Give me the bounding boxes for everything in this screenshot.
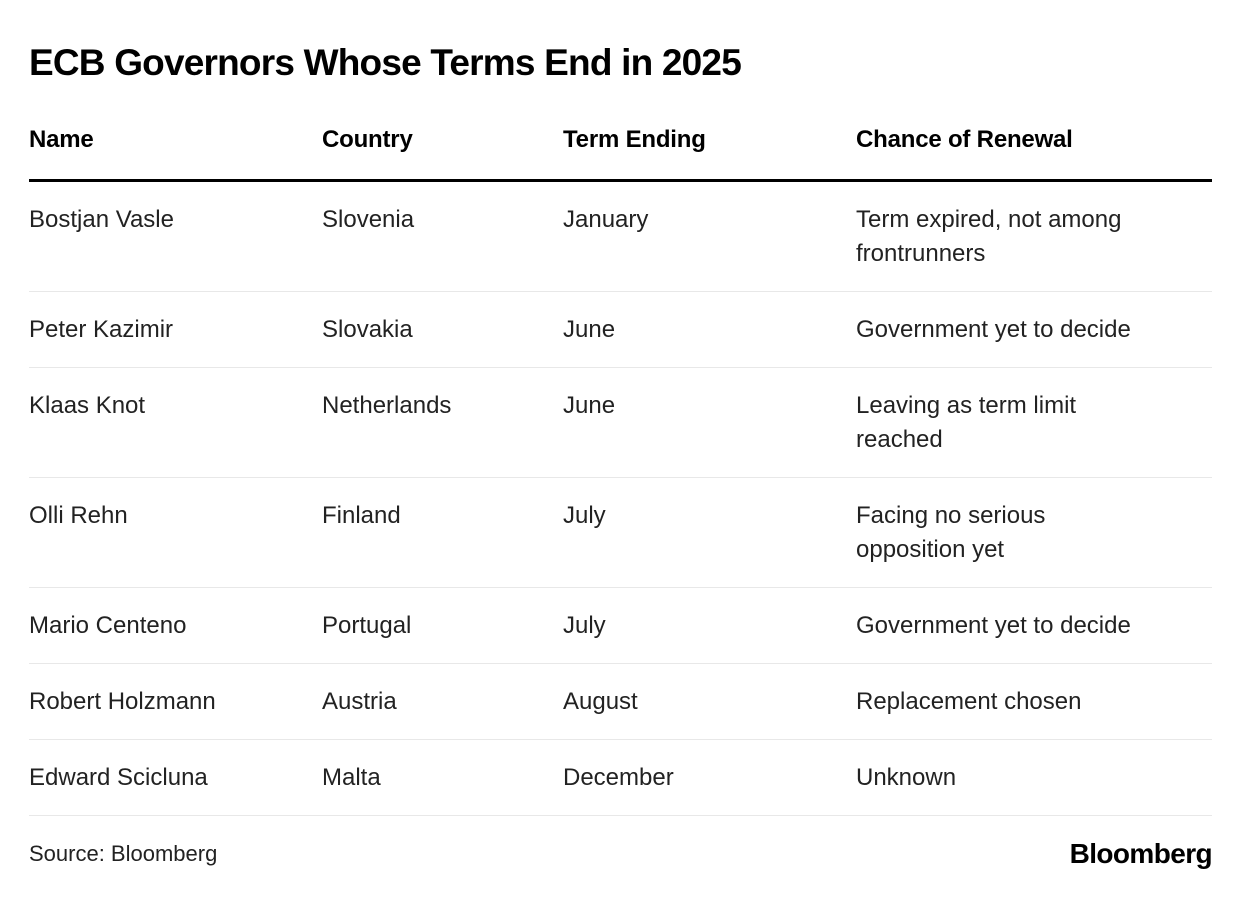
table-header: Name Country Term Ending Chance of Renew… [29, 124, 1212, 182]
cell-country: Finland [322, 477, 563, 588]
table-row: Bostjan Vasle Slovenia January Term expi… [29, 180, 1212, 292]
cell-country: Netherlands [322, 367, 563, 478]
table-row: Edward Scicluna Malta December Unknown [29, 739, 1212, 816]
column-header-chance-of-renewal: Chance of Renewal [856, 124, 1212, 182]
bloomberg-logo: Bloomberg [1069, 837, 1213, 869]
column-header-term-ending: Term Ending [563, 124, 856, 182]
cell-term-ending: January [563, 180, 856, 292]
cell-country: Austria [322, 663, 563, 740]
cell-chance-of-renewal: Unknown [856, 739, 1212, 816]
cell-term-ending: December [563, 739, 856, 816]
cell-name: Robert Holzmann [29, 663, 322, 740]
cell-name: Peter Kazimir [29, 291, 322, 368]
cell-term-ending: August [563, 663, 856, 740]
chart-footer: Source: Bloomberg Bloomberg [29, 816, 1213, 870]
cell-name: Klaas Knot [29, 367, 322, 478]
table-row: Robert Holzmann Austria August Replaceme… [29, 663, 1212, 740]
cell-country: Malta [322, 739, 563, 816]
table-header-row: Name Country Term Ending Chance of Renew… [29, 124, 1212, 182]
cell-chance-of-renewal: Government yet to decide [856, 291, 1212, 368]
cell-name: Bostjan Vasle [29, 180, 322, 292]
cell-term-ending: June [563, 291, 856, 368]
cell-name: Mario Centeno [29, 587, 322, 664]
cell-term-ending: July [563, 477, 856, 588]
page-title: ECB Governors Whose Terms End in 2025 [29, 42, 742, 83]
table-row: Mario Centeno Portugal July Government y… [29, 587, 1212, 664]
column-header-country: Country [322, 124, 563, 182]
table-body: Bostjan Vasle Slovenia January Term expi… [29, 180, 1212, 816]
cell-name: Edward Scicluna [29, 739, 322, 816]
chart-container: ECB Governors Whose Terms End in 2025 Na… [29, 42, 1213, 870]
cell-term-ending: June [563, 367, 856, 478]
column-header-name: Name [29, 124, 322, 182]
governors-table: Name Country Term Ending Chance of Renew… [29, 124, 1212, 816]
cell-term-ending: July [563, 587, 856, 664]
cell-chance-of-renewal: Government yet to decide [856, 587, 1212, 664]
table-row: Peter Kazimir Slovakia June Government y… [29, 291, 1212, 368]
cell-country: Slovakia [322, 291, 563, 368]
cell-country: Portugal [322, 587, 563, 664]
source-note: Source: Bloomberg [29, 840, 218, 866]
cell-chance-of-renewal: Term expired, not among frontrunners [856, 180, 1212, 292]
cell-country: Slovenia [322, 180, 563, 292]
cell-chance-of-renewal: Replacement chosen [856, 663, 1212, 740]
cell-name: Olli Rehn [29, 477, 322, 588]
cell-chance-of-renewal: Leaving as term limit reached [856, 367, 1212, 478]
table-row: Olli Rehn Finland July Facing no serious… [29, 477, 1212, 588]
cell-chance-of-renewal: Facing no serious opposition yet [856, 477, 1212, 588]
table-row: Klaas Knot Netherlands June Leaving as t… [29, 367, 1212, 478]
